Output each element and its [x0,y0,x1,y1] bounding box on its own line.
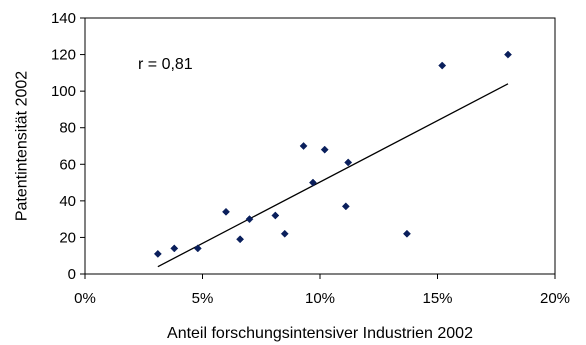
y-tick-label: 140 [51,10,76,27]
x-axis-title: Anteil forschungsintensiver Industrien 2… [167,325,473,342]
data-point [308,178,317,187]
y-tick-label: 100 [51,83,76,100]
x-tick-label: 0% [74,290,96,307]
trendline-group [157,83,509,268]
x-tick-label: 5% [192,290,214,307]
axes: 0 20 40 60 80 100 120 140 0% 5% 10% 15% 20% [51,10,570,307]
data-point [280,229,289,238]
data-point [236,235,245,244]
data-point [402,229,411,238]
data-point [341,202,350,211]
data-point [153,249,162,258]
y-tick-label: 120 [51,47,76,64]
x-tick-label: 10% [305,290,335,307]
x-tick-label: 15% [422,290,452,307]
data-point [193,244,202,253]
y-tick-label: 80 [59,120,76,137]
y-tick-label: 40 [59,193,76,210]
data-point [344,158,353,167]
data-point [438,61,447,70]
y-tick-label: 60 [59,156,76,173]
data-point [170,244,179,253]
y-tick-label: 0 [68,266,76,283]
trendline [157,83,509,268]
data-point [299,142,308,150]
y-tick-label: 20 [59,229,76,246]
data-point [320,145,329,154]
data-point [222,207,230,216]
y-axis-title: Patentintensität 2002 [14,71,31,221]
correlation-annotation: r = 0,81 [138,56,193,73]
data-point [504,50,512,59]
data-points [153,50,512,258]
x-tick-label: 20% [540,290,570,307]
data-point [245,215,254,224]
data-point [271,211,280,220]
